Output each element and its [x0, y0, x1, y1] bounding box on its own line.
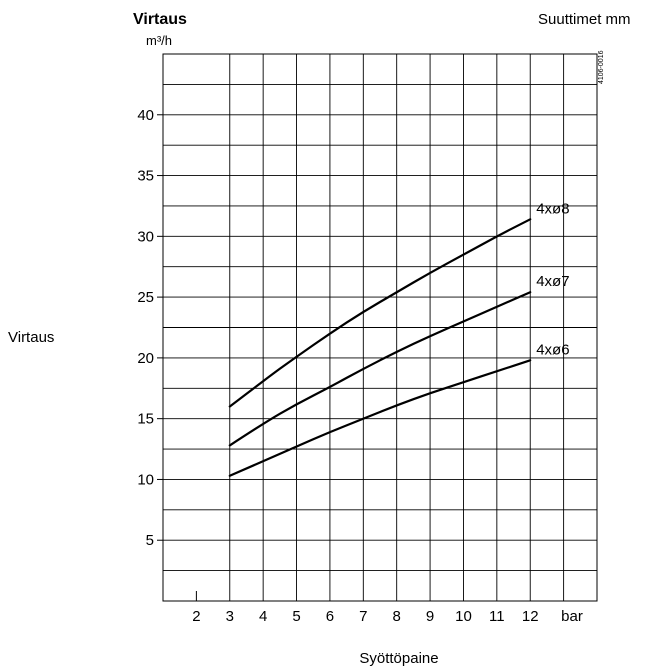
x-tick-label: 3 — [226, 608, 234, 625]
x-tick-label: 6 — [326, 608, 334, 625]
unit-label: m³/h — [146, 33, 172, 48]
series-label: 4xø7 — [536, 273, 569, 290]
chart-title: Virtaus — [133, 11, 187, 28]
series-lines — [228, 218, 532, 477]
nozzle-label: Suuttimet mm — [538, 11, 631, 28]
x-tick-label: 5 — [292, 608, 300, 625]
y-tick-label: 15 — [137, 411, 154, 428]
y-tick-label: 25 — [137, 289, 154, 306]
y-axis-label: Virtaus — [8, 329, 54, 346]
y-tick-label: 5 — [146, 532, 154, 549]
x-tick-label: 9 — [426, 608, 434, 625]
figure-code: 4106-0016 — [598, 50, 605, 84]
series-label: 4xø8 — [536, 200, 569, 217]
chart-grid — [163, 54, 597, 601]
plot-frame — [157, 53, 598, 602]
tick-labels: 5 10 15 20 25 30 35 40 2 3 4 5 6 7 8 9 10 11 12 4xø8 4xø7 4xø… — [137, 107, 569, 625]
x-tick-label: 2 — [192, 608, 200, 625]
series-line — [228, 218, 532, 408]
y-tick-label: 30 — [137, 228, 154, 245]
y-tick-label: 10 — [137, 471, 154, 488]
plot-border — [162, 53, 598, 602]
y-tick-label: 35 — [137, 168, 154, 185]
y-tick-label: 20 — [137, 350, 154, 367]
y-tick-label: 40 — [137, 107, 154, 124]
x-tick-label: 8 — [393, 608, 401, 625]
x-tick-label: 4 — [259, 608, 267, 625]
x-axis-label: Syöttöpaine — [359, 650, 438, 667]
x-unit-label: bar — [561, 608, 583, 625]
series-label: 4xø6 — [536, 341, 569, 358]
x-tick-label: 10 — [455, 608, 472, 625]
series-line — [228, 291, 532, 447]
x-tick-label: 11 — [489, 608, 505, 625]
x-tick-label: 7 — [359, 608, 367, 625]
x-tick-label: 12 — [522, 608, 539, 625]
series-line — [228, 359, 532, 477]
